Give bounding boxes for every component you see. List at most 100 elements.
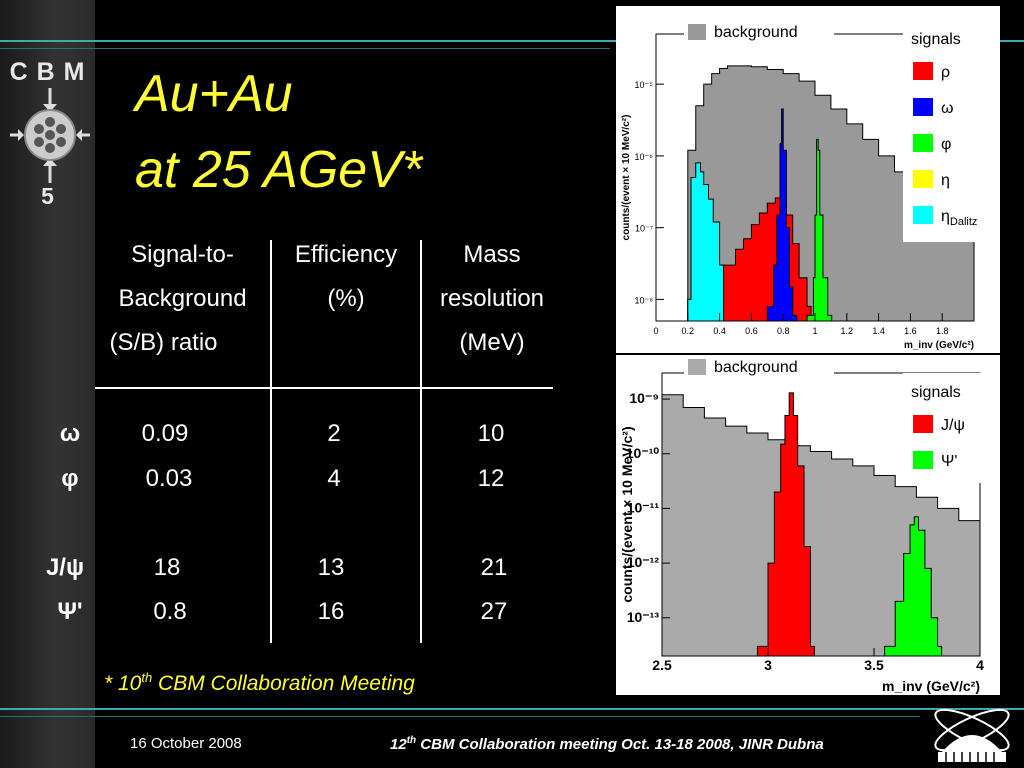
cell-omega-eff: 2 [327,420,341,447]
header-res-line2: resolution [439,285,545,312]
footer-meeting-sup: th [406,735,417,746]
y-axis-label: counts/(event × 10 MeV/c²) [621,115,632,241]
legend-label-sub: Dalitz [950,216,978,228]
row-label-jpsi: J/ψ [45,554,85,581]
legend-background-box [684,18,834,46]
y-tick-label: 10⁻¹³ [627,609,660,625]
header-res-line3: (MeV) [459,329,525,356]
jinr-logo-icon [934,708,1010,762]
legend-swatch-ω [913,98,933,116]
legend-background-label: background [714,359,798,376]
legend-swatch-η [913,206,933,224]
cell-phi-eff: 4 [327,465,341,492]
x-tick-label: 0 [653,326,658,336]
signal-histogram-ω [766,108,798,321]
signal-histogram-J/ψ [756,392,815,656]
footer-meeting-num: 12 [390,736,407,753]
footnote-sup: th [141,670,153,685]
row-label-psiprime: Ψ' [57,598,83,625]
y-axis-label: counts/(event × 10 MeV/c²) [619,426,635,602]
signal-histogram-η [687,162,725,321]
y-tick-label: 10⁻⁹ [629,390,659,406]
legend-background-box [684,353,834,381]
bottom-divider-thin [0,716,920,717]
header-sb: Signal-to- Background (S/B) ratio [95,233,270,365]
footer-meeting: 12th CBM Collaboration meeting Oct. 13-1… [390,735,824,753]
legend-background-swatch [688,359,706,375]
legend-signals-title: signals [911,384,961,401]
x-tick-label: 0.8 [777,326,790,336]
x-tick-label: 0.6 [745,326,758,336]
legend-background-swatch [688,24,706,40]
cell-psiprime-res: 27 [480,598,508,625]
x-axis-label: m_inv (GeV/c²) [882,678,980,694]
cell-phi-sb: 0.03 [145,465,193,492]
x-tick-label: 0.4 [713,326,726,336]
y-tick-label: 10⁻¹¹ [627,499,660,515]
y-tick-label: 10⁻⁷ [635,224,653,234]
footnote: * 10th CBM Collaboration Meeting [104,670,415,696]
x-tick-label: 2.5 [652,657,672,673]
row-label-phi: φ [61,465,79,492]
chart-light-mesons-panel: 0 0.2 0.4 0.6 0.8 1 1.2 1.4 1.6 1.8 10⁻⁸ 10⁻⁷ 10⁻⁶ 10… [616,6,1000,353]
y-tick-label: 10⁻⁶ [635,152,654,162]
cell-jpsi-eff: 13 [317,554,345,581]
cell-omega-res: 10 [477,420,505,447]
signal-histogram-Ψ' [884,516,943,656]
legend-swatch-J/ψ [913,415,933,433]
legend-swatch-Ψ' [913,451,933,469]
header-eff-line2: (%) [327,285,365,312]
footer-meeting-text: CBM Collaboration meeting Oct. 13-18 200… [416,736,824,753]
y-tick-label: 10⁻⁵ [635,80,654,90]
x-tick-label: 0.2 [682,326,695,336]
cell-jpsi-sb: 18 [153,554,181,581]
chart-light-mesons: 0 0.2 0.4 0.6 0.8 1 1.2 1.4 1.6 1.8 10⁻⁸ 10⁻⁷ 10⁻⁶ 10… [621,18,989,351]
background-histogram [662,394,980,656]
legend-swatch-ρ [913,62,933,80]
x-tick-label: 4 [976,657,984,673]
detector-logo-icon [10,88,90,183]
x-tick-label: 1.8 [936,326,949,336]
header-resolution: Mass resolution (MeV) [422,233,562,365]
legend-swatch-φ [913,134,933,152]
header-sb-line1: Signal-to- [131,241,234,268]
x-tick-label: 3.5 [864,657,884,673]
legend-signals-box [903,20,989,242]
y-tick-label: 10⁻¹⁰ [626,445,660,461]
chart-charmonium: 2.5 3 3.5 4 10⁻¹³ 10⁻¹² 10⁻¹¹ 10⁻¹⁰ 10⁻⁹ counts/(… [619,353,989,694]
signal-histogram-φ [806,138,833,321]
row-label-omega: ω [59,420,81,447]
header-sb-line3: (S/B) ratio [109,329,218,356]
top-divider [0,40,1024,42]
cell-jpsi-res: 21 [480,554,508,581]
header-res-line1: Mass [463,241,521,268]
legend-label-ρ: ρ [941,64,950,81]
cell-omega-sb: 0.09 [141,420,189,447]
legend-label-ω: ω [941,100,954,117]
x-tick-label: 1.4 [872,326,885,336]
chart-charmonium-panel: 2.5 3 3.5 4 10⁻¹³ 10⁻¹² 10⁻¹¹ 10⁻¹⁰ 10⁻⁹ counts/(… [616,353,1000,695]
table-header-divider [95,387,553,389]
legend-background-label: background [714,24,798,41]
table-col-divider-1 [270,240,272,643]
x-tick-label: 1.6 [904,326,917,336]
cbm-logo-text: C B M [9,58,86,86]
cell-psiprime-eff: 16 [317,598,345,625]
header-sb-line2: Background [118,285,247,312]
header-efficiency: Efficiency (%) [272,233,420,321]
legend-signals-title: signals [911,31,961,48]
legend-swatch-η [913,170,933,188]
slide-title-line1: Au+Au [135,65,293,123]
footer-date: 16 October 2008 [130,735,242,752]
legend-label-Ψ': Ψ' [941,453,957,470]
slide-title-line2: at 25 AGeV* [135,141,423,199]
bottom-divider [0,708,1024,710]
cell-psiprime-sb: 0.8 [153,598,187,625]
table-col-divider-2 [420,240,422,643]
footnote-star: * 10 [104,672,142,695]
y-tick-label: 10⁻¹² [627,554,660,570]
x-tick-label: 1.2 [841,326,854,336]
x-tick-label: 3 [764,657,772,673]
footnote-text: CBM Collaboration Meeting [152,672,415,695]
x-axis-label: m_inv (GeV/c²) [904,340,974,351]
